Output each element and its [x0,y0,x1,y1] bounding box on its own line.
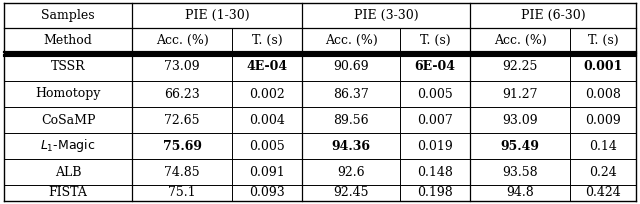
Text: Acc. (%): Acc. (%) [324,34,378,47]
Text: 0.009: 0.009 [585,113,621,126]
Text: T. (s): T. (s) [252,34,282,47]
Text: 0.198: 0.198 [417,186,453,200]
Text: 94.36: 94.36 [332,140,371,153]
Text: PIE (6-30): PIE (6-30) [521,9,586,22]
Text: ALB: ALB [55,165,81,178]
Text: Acc. (%): Acc. (%) [156,34,209,47]
Text: $L_1$-Magic: $L_1$-Magic [40,137,96,154]
Text: 0.005: 0.005 [249,140,285,153]
Text: 0.093: 0.093 [249,186,285,200]
Text: 66.23: 66.23 [164,88,200,101]
Text: 0.424: 0.424 [585,186,621,200]
Text: 4E-04: 4E-04 [246,61,287,73]
Text: Acc. (%): Acc. (%) [493,34,547,47]
Text: PIE (3-30): PIE (3-30) [354,9,419,22]
Text: TSSR: TSSR [51,61,85,73]
Text: 86.37: 86.37 [333,88,369,101]
Text: T. (s): T. (s) [588,34,618,47]
Text: 92.6: 92.6 [337,165,365,178]
Text: 93.58: 93.58 [502,165,538,178]
Text: 0.091: 0.091 [249,165,285,178]
Text: CoSaMP: CoSaMP [41,113,95,126]
Text: Homotopy: Homotopy [35,88,100,101]
Text: 0.008: 0.008 [585,88,621,101]
Text: 0.002: 0.002 [249,88,285,101]
Text: 90.69: 90.69 [333,61,369,73]
Text: Samples: Samples [41,9,95,22]
Text: Method: Method [44,34,92,47]
Text: 89.56: 89.56 [333,113,369,126]
Text: 92.25: 92.25 [502,61,538,73]
Text: 74.85: 74.85 [164,165,200,178]
Text: 0.14: 0.14 [589,140,617,153]
Text: 0.005: 0.005 [417,88,453,101]
Text: 0.019: 0.019 [417,140,453,153]
Text: 75.1: 75.1 [168,186,196,200]
Text: 0.24: 0.24 [589,165,617,178]
Text: 0.007: 0.007 [417,113,453,126]
Text: 95.49: 95.49 [500,140,540,153]
Text: 91.27: 91.27 [502,88,538,101]
Text: 0.004: 0.004 [249,113,285,126]
Text: 93.09: 93.09 [502,113,538,126]
Text: 75.69: 75.69 [163,140,202,153]
Text: PIE (1-30): PIE (1-30) [185,9,250,22]
Text: 0.148: 0.148 [417,165,453,178]
Text: 0.001: 0.001 [583,61,623,73]
Text: 6E-04: 6E-04 [415,61,456,73]
Text: 73.09: 73.09 [164,61,200,73]
Text: T. (s): T. (s) [420,34,451,47]
Text: FISTA: FISTA [49,186,88,200]
Text: 72.65: 72.65 [164,113,200,126]
Text: 94.8: 94.8 [506,186,534,200]
Text: 92.45: 92.45 [333,186,369,200]
